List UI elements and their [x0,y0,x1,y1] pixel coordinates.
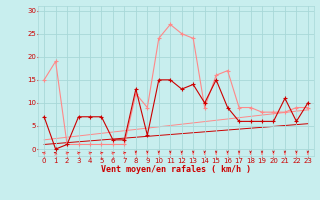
X-axis label: Vent moyen/en rafales ( km/h ): Vent moyen/en rafales ( km/h ) [101,165,251,174]
